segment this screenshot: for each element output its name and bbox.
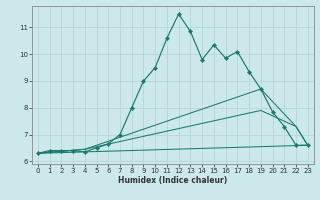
X-axis label: Humidex (Indice chaleur): Humidex (Indice chaleur)	[118, 176, 228, 185]
